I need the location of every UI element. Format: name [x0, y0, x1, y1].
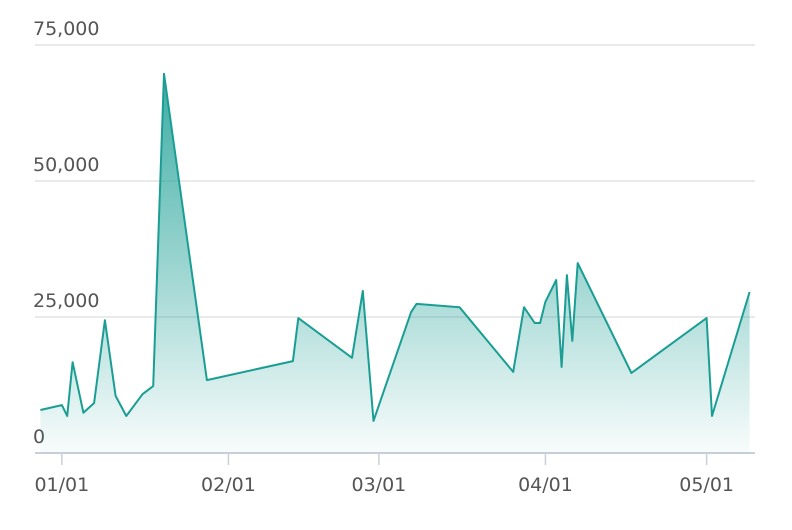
y-tick-label: 75,000 [33, 18, 99, 40]
area-fill [40, 73, 750, 454]
x-tick-label: 02/01 [201, 474, 256, 496]
y-tick-label: 50,000 [33, 154, 99, 176]
x-tick-label: 04/01 [518, 474, 573, 496]
area-line [40, 72, 751, 422]
x-tick-label: 03/01 [351, 474, 406, 496]
x-tick-label: 05/01 [679, 474, 734, 496]
x-tick-label: 01/01 [34, 474, 89, 496]
y-tick-label: 25,000 [33, 290, 99, 312]
